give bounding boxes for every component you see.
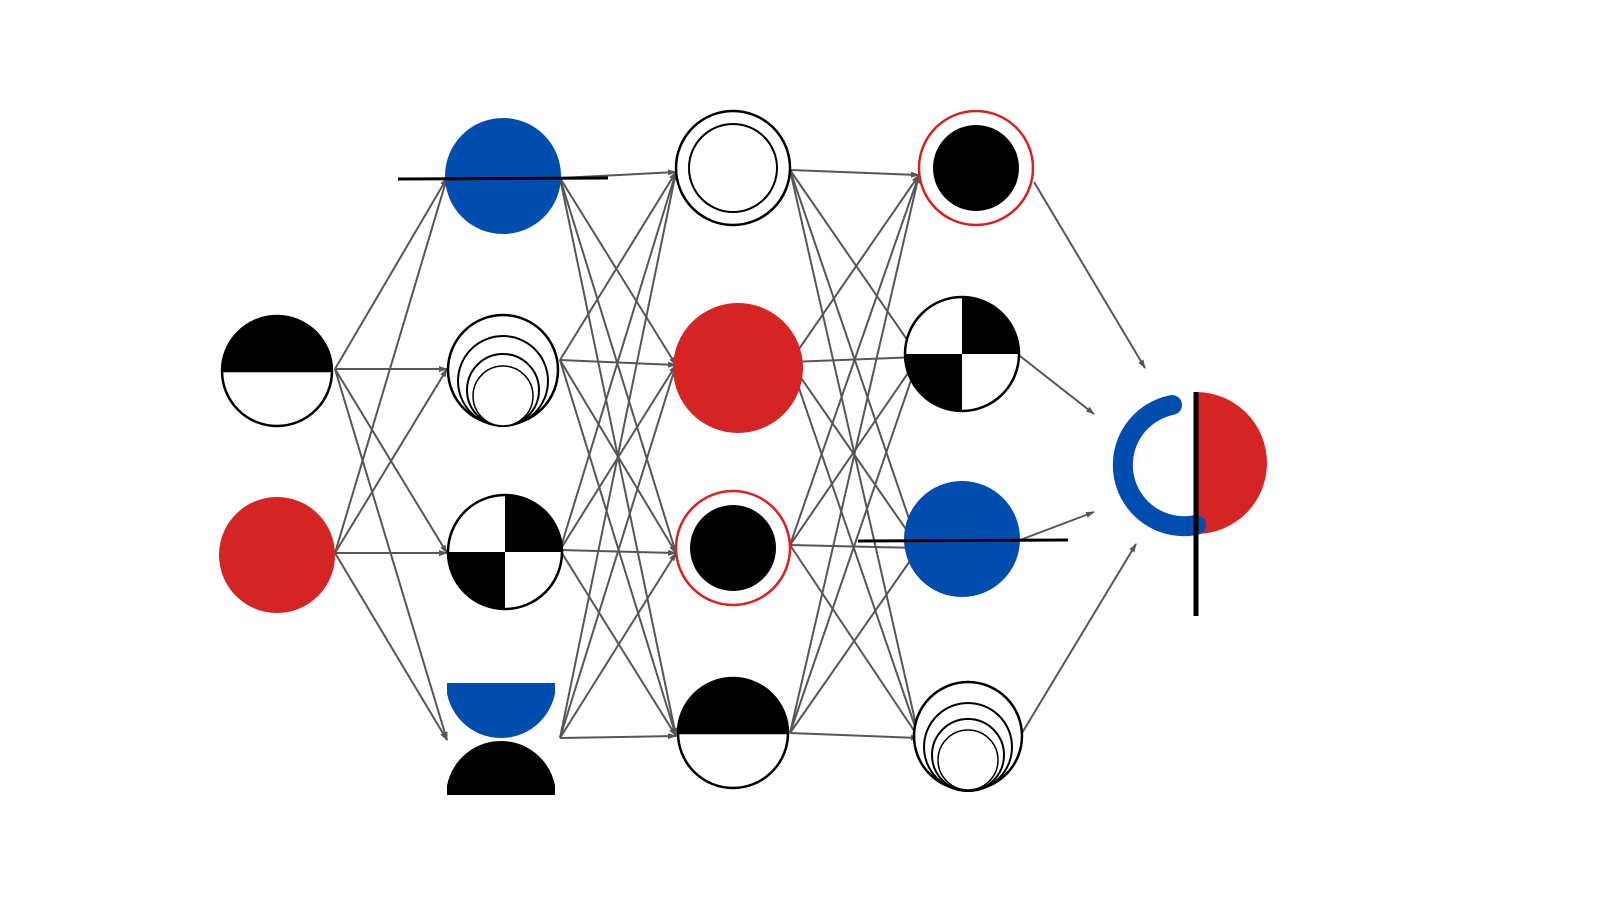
hidden2-hidden3-edge-4-4 [789, 732, 920, 741]
hidden1-node-3 [446, 493, 564, 611]
hidden1-hidden2-edge-3-4 [559, 549, 677, 737]
hidden3-node-1 [917, 109, 1035, 227]
hidden2-hidden3-edge-4-3 [789, 547, 920, 734]
hidden3-output-edge-4 [1021, 543, 1137, 734]
hidden2-node-3 [674, 489, 792, 607]
hidden3-output-edge-3 [1019, 511, 1095, 541]
hidden1-node-2 [446, 313, 560, 427]
input-hidden1-edge-2-2 [334, 368, 448, 554]
hidden2-hidden3-edge-2-1 [789, 174, 920, 363]
hidden2-hidden3-edge-3-1 [789, 174, 920, 546]
hidden2-node-1 [674, 109, 792, 227]
input-hidden1-edge-1-1 [334, 177, 448, 370]
input-node-2 [219, 497, 335, 613]
hidden1-hidden2-edge-1-2 [559, 177, 677, 366]
nodes [219, 109, 1267, 795]
hidden1-hidden2-edge-4-2 [559, 364, 677, 739]
hidden2-hidden3-edge-4-1 [789, 174, 921, 734]
hidden1-hidden2-edge-4-3 [559, 552, 677, 739]
hidden3-output-edge-2 [1019, 355, 1095, 415]
hidden2-hidden3-edge-4-2 [789, 356, 920, 734]
connections [334, 169, 1146, 741]
hidden1-hidden2-edge-4-4 [559, 733, 677, 740]
hidden2-hidden3-edge-2-4 [789, 361, 920, 739]
output-node [1112, 392, 1267, 616]
hidden1-hidden2-edge-1-3 [559, 177, 677, 554]
hidden2-node-4 [676, 676, 790, 790]
hidden1-hidden2-edge-2-4 [559, 359, 677, 737]
input-hidden1-edge-2-4 [334, 552, 448, 741]
input-hidden1-edge-1-4 [334, 368, 448, 741]
hidden3-node-2 [903, 295, 1021, 413]
hidden1-node-1 [397, 118, 609, 234]
hidden1-hidden2-edge-4-1 [559, 171, 678, 739]
hidden1-node-4 [447, 683, 555, 795]
hidden3-node-3 [857, 481, 1069, 597]
hidden3-output-edge-1 [1033, 181, 1146, 369]
input-hidden1-edge-2-1 [334, 177, 448, 554]
hidden2-hidden3-edge-1-1 [789, 169, 920, 178]
input-node-1 [220, 314, 334, 428]
hidden1-hidden2-edge-2-1 [559, 171, 677, 361]
hidden3-node-4 [912, 680, 1024, 792]
hidden1-hidden2-edge-3-1 [559, 171, 677, 551]
hidden2-node-2 [673, 303, 803, 433]
hidden2-hidden3-edge-1-2 [789, 169, 920, 358]
